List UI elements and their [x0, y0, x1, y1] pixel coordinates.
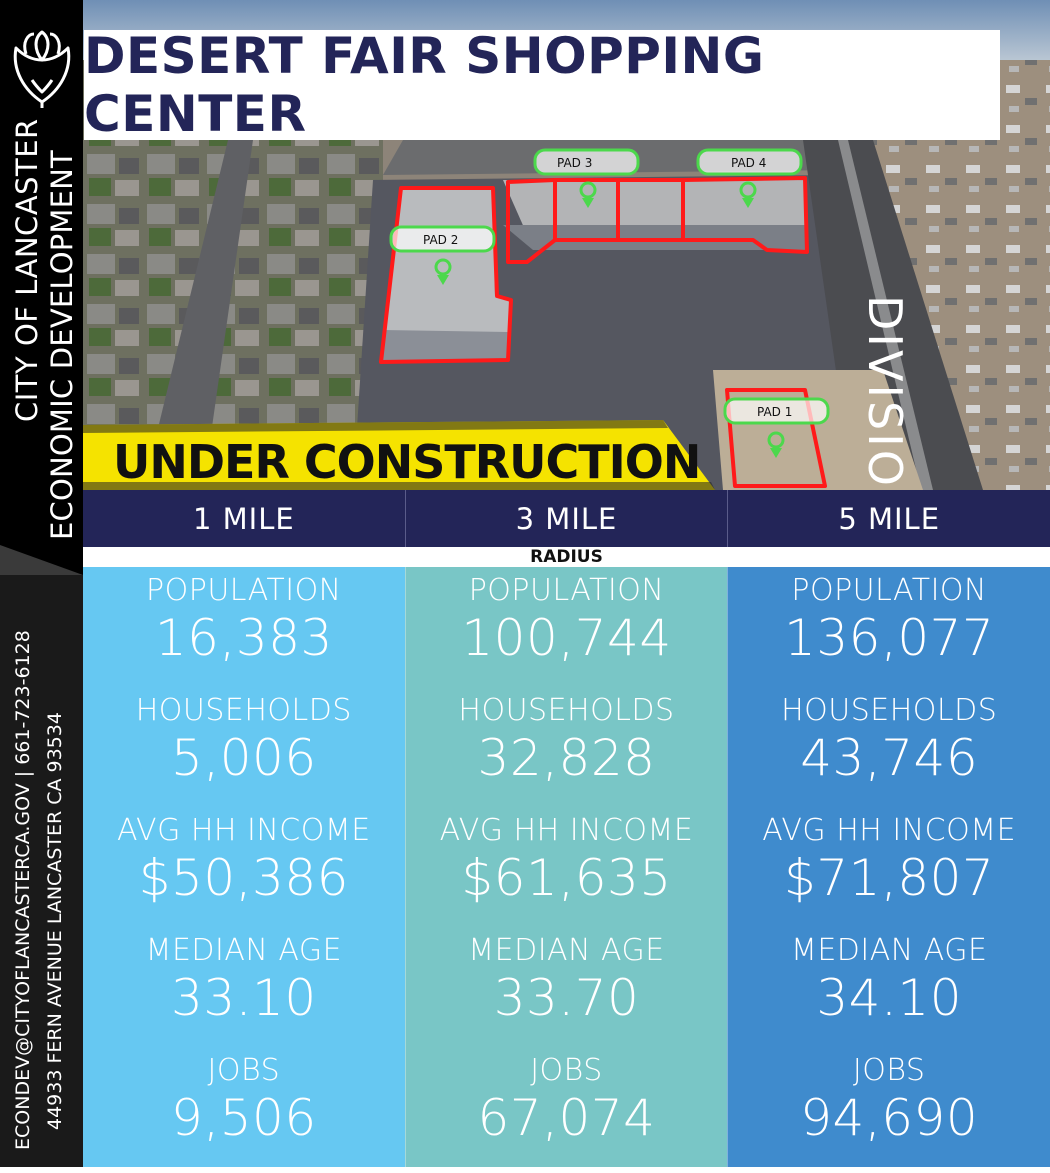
sidebar: CITY OF LANCASTER ECONOMIC DEVELOPMENT E… — [0, 0, 83, 1167]
under-construction-banner: UNDER CONSTRUCTION — [113, 435, 700, 489]
demographics-table: POPULATION 16,383 HOUSEHOLDS 5,006 AVG H… — [83, 567, 1050, 1167]
households-label: HOUSEHOLDS — [135, 693, 352, 728]
income-label: AVG HH INCOME — [116, 813, 371, 848]
income-value: $71,807 — [784, 849, 995, 907]
age-label: MEDIAN AGE — [468, 933, 665, 968]
population-value: 16,383 — [154, 609, 333, 667]
contact-email-phone: ECONDEV@CITYOFLANCASTERCA.GOV | 661-723-… — [12, 630, 34, 1150]
income-label: AVG HH INCOME — [762, 813, 1017, 848]
age-stat: MEDIAN AGE 33.70 — [406, 933, 728, 1053]
street-name-division: DIVISION — [858, 295, 912, 490]
jobs-value: 94,690 — [800, 1089, 979, 1147]
jobs-label: JOBS — [530, 1053, 603, 1088]
income-stat: AVG HH INCOME $61,635 — [406, 813, 728, 933]
jobs-stat: JOBS 9,506 — [83, 1053, 405, 1173]
jobs-stat: JOBS 67,074 — [406, 1053, 728, 1173]
population-label: POPULATION — [791, 573, 987, 608]
jobs-value: 9,506 — [171, 1089, 317, 1147]
org-name-line1: CITY OF LANCASTER — [10, 118, 44, 422]
population-stat: POPULATION 100,744 — [406, 573, 728, 693]
jobs-value: 67,074 — [477, 1089, 656, 1147]
households-label: HOUSEHOLDS — [458, 693, 675, 728]
pad-1-label: PAD 1 — [757, 405, 792, 419]
pad-markers: PAD 3 PAD 4 PAD 2 PAD 1 — [389, 148, 830, 458]
sidebar-lower-panel — [0, 575, 83, 1167]
households-stat: HOUSEHOLDS 43,746 — [728, 693, 1050, 813]
radius-header: 1 MILE 3 MILE 5 MILE — [83, 490, 1050, 547]
households-label: HOUSEHOLDS — [781, 693, 998, 728]
aerial-site-photo: PAD 3 PAD 4 PAD 2 PAD 1 DIVISION — [83, 0, 1050, 490]
jobs-label: JOBS — [207, 1053, 281, 1088]
population-label: POPULATION — [146, 573, 342, 608]
radius-5-mile: 5 MILE — [838, 501, 941, 536]
income-label: AVG HH INCOME — [439, 813, 694, 848]
jobs-label: JOBS — [852, 1053, 926, 1088]
households-value: 32,828 — [477, 729, 656, 787]
stats-column-3-mile: POPULATION 100,744 HOUSEHOLDS 32,828 AVG… — [404, 567, 728, 1167]
age-stat: MEDIAN AGE 33.10 — [83, 933, 405, 1053]
age-label: MEDIAN AGE — [790, 933, 988, 968]
income-value: $61,635 — [461, 849, 672, 907]
contact-address: 44933 FERN AVENUE LANCASTER CA 93534 — [44, 712, 66, 1130]
stats-column-5-mile: POPULATION 136,077 HOUSEHOLDS 43,746 AVG… — [727, 567, 1050, 1167]
income-stat: AVG HH INCOME $71,807 — [728, 813, 1050, 933]
org-name-line2: ECONOMIC DEVELOPMENT — [45, 150, 79, 540]
households-value: 43,746 — [800, 729, 979, 787]
pad-4-label: PAD 4 — [731, 156, 766, 170]
households-stat: HOUSEHOLDS 32,828 — [406, 693, 728, 813]
radius-caption: RADIUS — [530, 547, 603, 567]
income-stat: AVG HH INCOME $50,386 — [83, 813, 405, 933]
income-value: $50,386 — [138, 849, 349, 907]
age-stat: MEDIAN AGE 34.10 — [728, 933, 1050, 1053]
population-value: 100,744 — [461, 609, 672, 667]
jobs-stat: JOBS 94,690 — [728, 1053, 1050, 1173]
age-label: MEDIAN AGE — [145, 933, 343, 968]
pad-3-label: PAD 3 — [557, 156, 592, 170]
radius-3-mile: 3 MILE — [406, 490, 729, 547]
pad-2-label: PAD 2 — [423, 233, 458, 247]
population-stat: POPULATION 136,077 — [728, 573, 1050, 693]
population-value: 136,077 — [784, 609, 995, 667]
stats-column-1-mile: POPULATION 16,383 HOUSEHOLDS 5,006 AVG H… — [83, 567, 405, 1167]
households-value: 5,006 — [171, 729, 317, 787]
page-title: DESERT FAIR SHOPPING CENTER — [84, 27, 765, 143]
population-label: POPULATION — [468, 573, 665, 608]
age-value: 33.70 — [493, 969, 640, 1027]
age-value: 33.10 — [171, 969, 317, 1027]
population-stat: POPULATION 16,383 — [83, 573, 405, 693]
title-card: DESERT FAIR SHOPPING CENTER — [84, 27, 1000, 143]
radius-1-mile: 1 MILE — [83, 490, 406, 547]
poppy-flower-icon — [13, 30, 71, 108]
age-value: 34.10 — [816, 969, 962, 1027]
households-stat: HOUSEHOLDS 5,006 — [83, 693, 405, 813]
